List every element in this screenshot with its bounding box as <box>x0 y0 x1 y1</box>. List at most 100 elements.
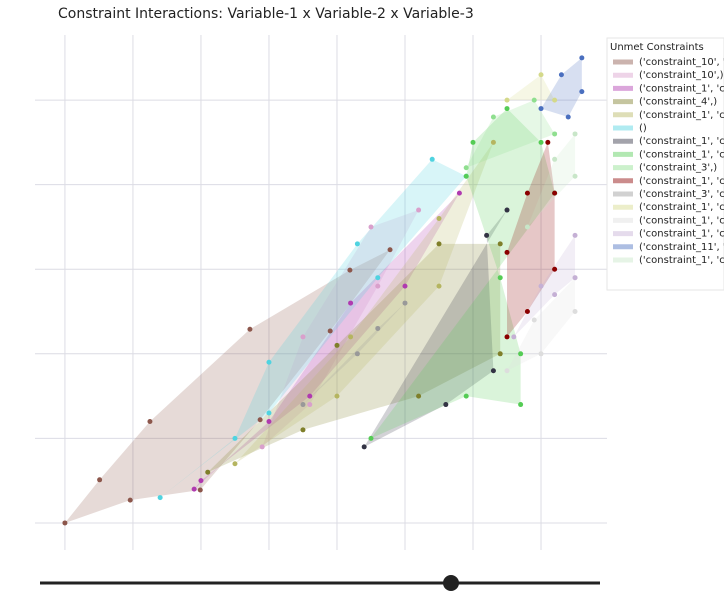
point <box>470 139 476 145</box>
point <box>524 190 530 196</box>
legend-label: ('constraint_1', 'co <box>639 176 724 187</box>
point <box>436 283 442 289</box>
point <box>504 334 510 340</box>
point <box>511 334 517 340</box>
region <box>207 243 501 473</box>
point <box>259 444 265 450</box>
point <box>191 486 197 492</box>
point <box>518 402 524 408</box>
legend-label: ('constraint_3', 'co <box>639 189 724 200</box>
legend-label: ('constraint_1', 'co <box>639 255 724 266</box>
point <box>579 89 585 95</box>
point <box>524 309 530 315</box>
legend-label: ('constraint_1', 'co <box>639 149 724 160</box>
point <box>504 368 510 374</box>
point <box>538 72 544 78</box>
point <box>443 402 449 408</box>
point <box>497 351 503 357</box>
point <box>266 359 272 365</box>
point <box>572 309 578 315</box>
point <box>354 241 360 247</box>
point <box>497 241 503 247</box>
point <box>552 156 558 162</box>
chart-title: Constraint Interactions: Variable-1 x Va… <box>58 6 474 22</box>
point <box>572 173 578 179</box>
point <box>538 139 544 145</box>
point <box>300 427 306 433</box>
point <box>552 131 558 137</box>
legend-label: ('constraint_1', 'co <box>639 83 724 94</box>
point <box>157 495 163 501</box>
point <box>463 165 469 171</box>
point <box>327 328 333 334</box>
point <box>232 461 238 467</box>
point <box>97 477 103 483</box>
region <box>160 159 467 498</box>
legend-label: ('constraint_3',) <box>639 163 717 174</box>
point <box>579 55 585 61</box>
legend-label: ('constraint_11', 'c <box>639 242 724 253</box>
point <box>490 114 496 120</box>
legend-label: ('constraint_1', 'co <box>639 229 724 240</box>
region <box>262 210 419 447</box>
point <box>429 156 435 162</box>
point <box>531 317 537 323</box>
point <box>147 418 153 424</box>
point <box>205 469 211 475</box>
region <box>364 210 508 447</box>
point <box>552 190 558 196</box>
point <box>416 393 422 399</box>
point <box>375 325 381 331</box>
region <box>194 193 460 490</box>
legend-label: ('constraint_1', 'co <box>639 136 724 147</box>
point <box>347 267 353 273</box>
point <box>62 520 68 526</box>
point <box>524 224 530 230</box>
region <box>541 57 582 118</box>
point <box>375 283 381 289</box>
point <box>463 173 469 179</box>
point <box>300 402 306 408</box>
legend-label: ('constraint_1', 'co <box>639 215 724 226</box>
point <box>497 275 503 281</box>
region <box>64 249 391 523</box>
region <box>507 74 555 101</box>
point <box>387 247 393 253</box>
point <box>436 241 442 247</box>
point <box>538 351 544 357</box>
point <box>368 435 374 441</box>
point <box>334 342 340 348</box>
point <box>247 326 253 332</box>
point <box>368 224 374 230</box>
point <box>197 487 203 493</box>
point <box>552 292 558 298</box>
point <box>307 393 313 399</box>
point <box>416 207 422 213</box>
slider-handle[interactable] <box>443 575 459 591</box>
point <box>490 139 496 145</box>
legend-label: ('constraint_10',) <box>639 70 724 81</box>
point <box>538 283 544 289</box>
point <box>354 351 360 357</box>
point <box>361 444 367 450</box>
point <box>572 232 578 238</box>
point <box>266 418 272 424</box>
point <box>266 410 272 416</box>
point <box>504 97 510 103</box>
legend-box <box>606 37 724 291</box>
point <box>558 72 564 78</box>
legend-label: ('constraint_4',) <box>639 97 717 108</box>
point <box>456 190 462 196</box>
point <box>504 106 510 112</box>
point <box>504 207 510 213</box>
point <box>565 114 571 120</box>
point <box>504 249 510 255</box>
point <box>572 275 578 281</box>
region <box>507 142 555 337</box>
point <box>348 334 354 340</box>
point <box>334 393 340 399</box>
point <box>545 139 551 145</box>
region <box>507 277 576 371</box>
